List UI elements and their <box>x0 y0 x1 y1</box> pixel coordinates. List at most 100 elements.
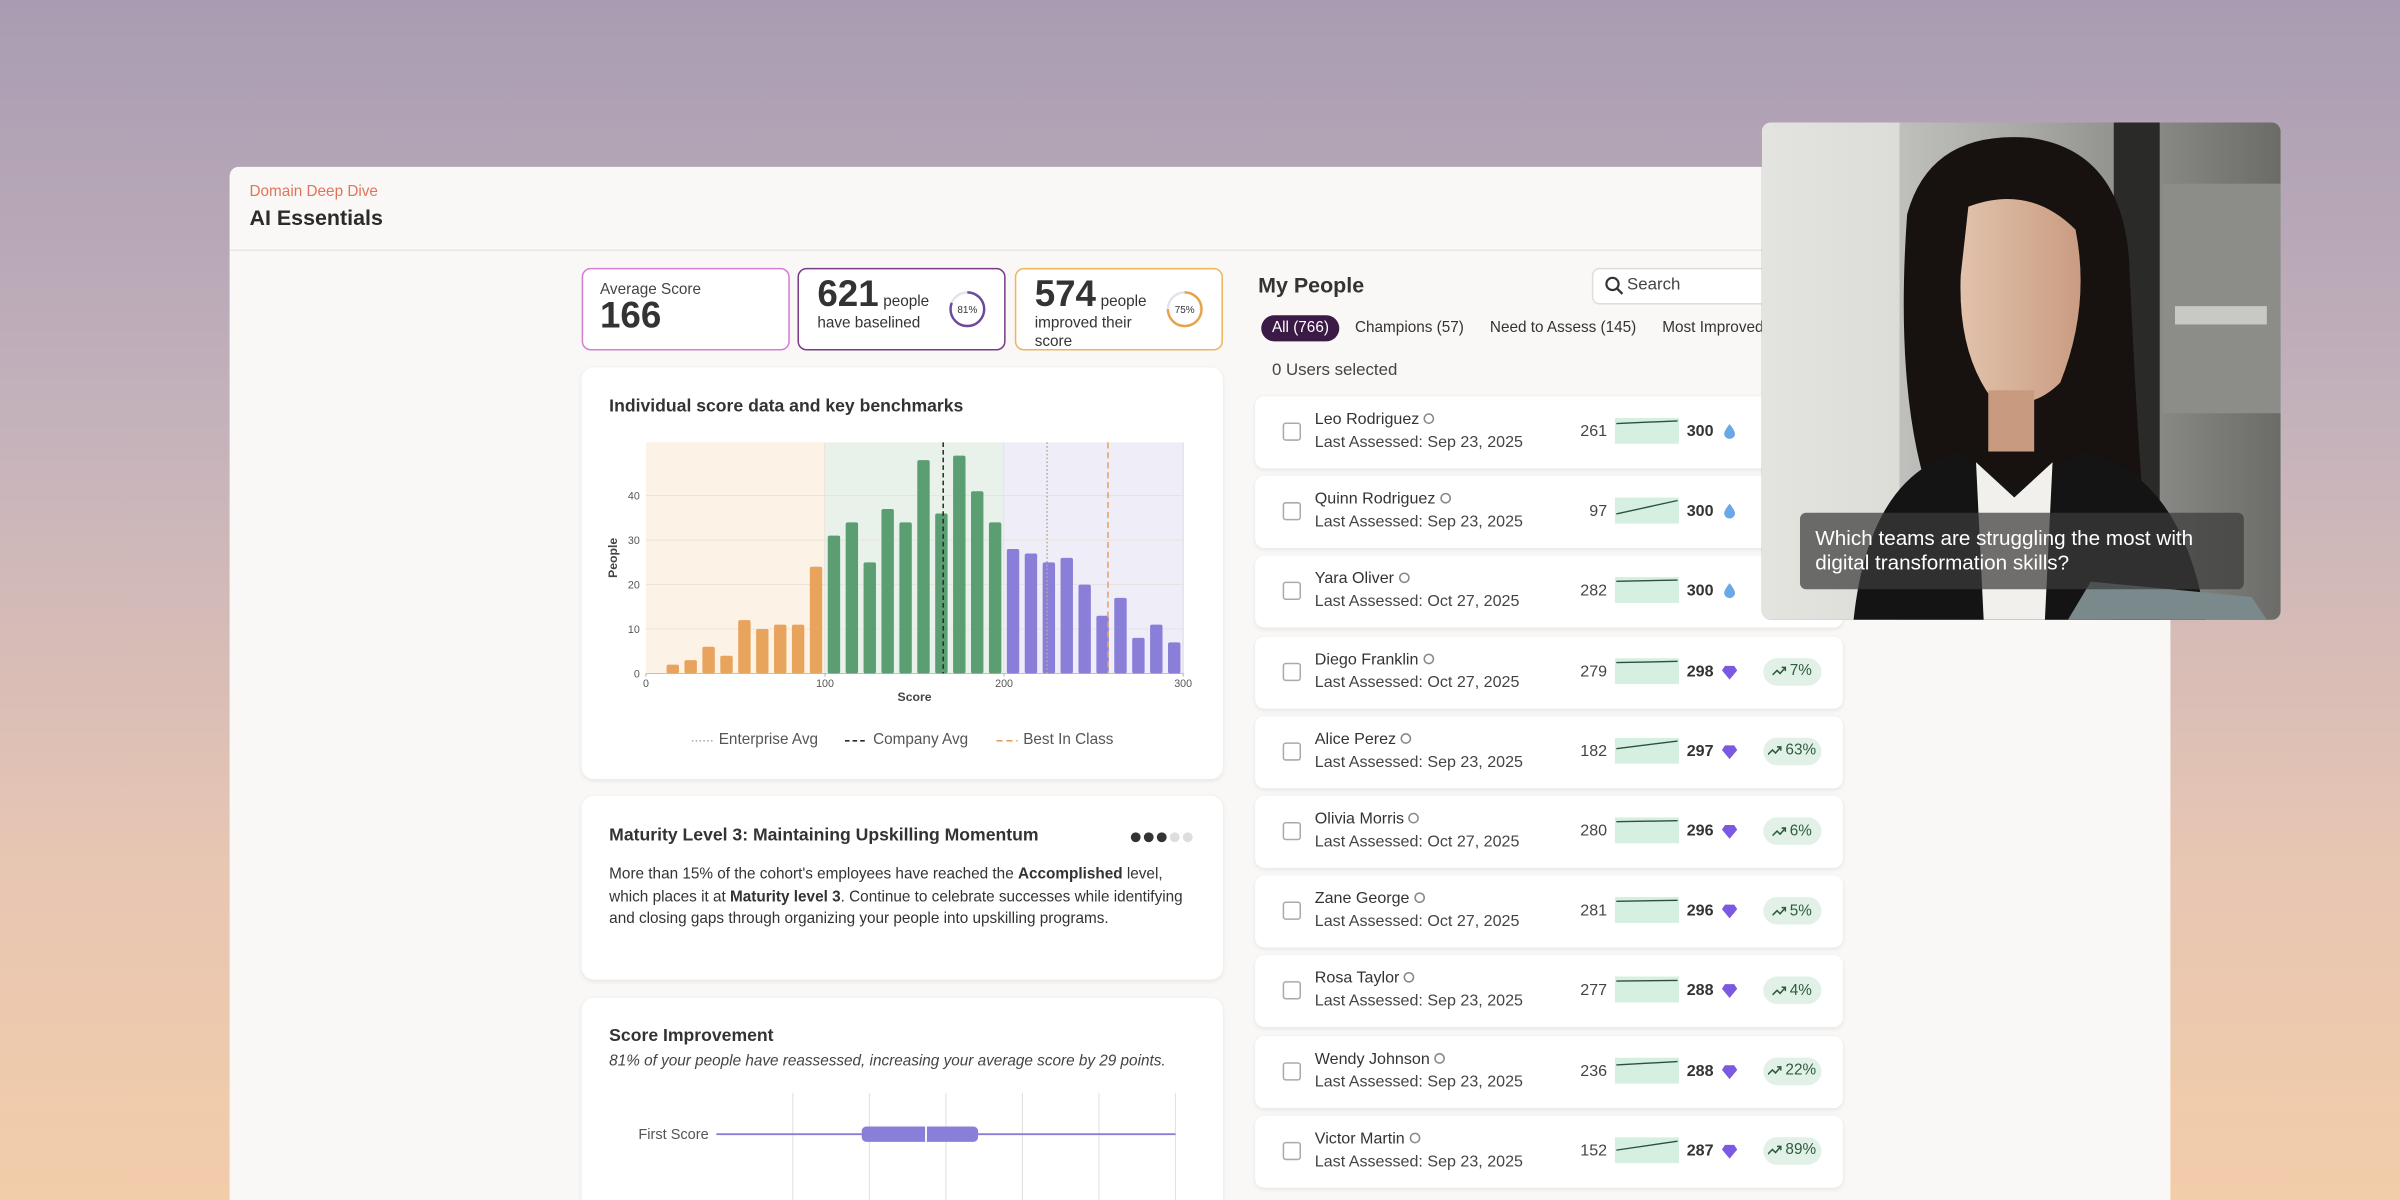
selection-count: 0 Users selected <box>1271 361 1398 380</box>
badge <box>1721 745 1738 759</box>
y-tick-label: 0 <box>634 668 640 680</box>
stat-value: 166 <box>599 295 662 337</box>
trend-arrow <box>1768 746 1783 756</box>
x-tick-label: 200 <box>995 678 1013 690</box>
drop-icon <box>1724 503 1736 519</box>
badge <box>1724 503 1736 519</box>
trend-icon <box>1772 666 1787 676</box>
person-name: Wendy Johnson <box>1315 1049 1445 1067</box>
histogram: 0 10 20 30 40 0 100 200 300 Score People <box>606 442 1192 704</box>
tab[interactable]: All (766) <box>1261 315 1340 342</box>
trend-arrow <box>1772 666 1787 676</box>
score: 287 <box>1686 1141 1714 1160</box>
change-pill: 22% <box>1763 1057 1822 1085</box>
bar <box>881 509 894 674</box>
first-score: 97 <box>1589 502 1608 521</box>
first-score: 280 <box>1580 821 1608 841</box>
checkbox[interactable] <box>1282 742 1302 761</box>
bar <box>1150 624 1163 674</box>
first-score: 152 <box>1580 1141 1608 1160</box>
spark-bg <box>1614 1136 1680 1163</box>
tab[interactable]: Champions (57) <box>1354 319 1464 337</box>
person-row: Diego Franklin Last Assessed: Oct 27, 202… <box>1255 636 1843 709</box>
drop-icon <box>1724 423 1736 439</box>
checkbox[interactable] <box>1282 662 1302 681</box>
trend-icon <box>1772 906 1787 916</box>
trend-arrow <box>1772 826 1787 836</box>
bar <box>791 624 805 674</box>
bar <box>809 566 823 674</box>
bar <box>1168 642 1181 674</box>
badge <box>1721 824 1738 839</box>
legend-label: Best In Class <box>1023 731 1114 749</box>
maturity-dot <box>1143 832 1154 843</box>
stat-value: 621 <box>817 273 879 316</box>
tab[interactable]: Most Improved <box>1662 319 1764 337</box>
eyebrow: Domain Deep Dive <box>249 183 378 201</box>
tab[interactable]: Need to Assess (145) <box>1489 319 1637 337</box>
ring-arc <box>949 291 986 328</box>
bar <box>1078 584 1091 674</box>
box-label: First Score <box>638 1127 708 1143</box>
trend-icon <box>1768 746 1783 756</box>
checkbox[interactable] <box>1282 981 1302 1001</box>
person-row: Quinn Rodriguez Last Assessed: Sep 23, 20… <box>1255 476 1843 549</box>
person-row: Alice Perez Last Assessed: Sep 23, 2025 18… <box>1255 716 1843 788</box>
checkbox[interactable] <box>1282 901 1302 921</box>
person-row: Olivia Morris Last Assessed: Oct 27, 2025… <box>1255 795 1843 868</box>
checkbox[interactable] <box>1282 1061 1302 1080</box>
badge <box>1721 665 1738 679</box>
legend-swatch <box>691 739 713 741</box>
card-subtitle: 81% of your people have reassessed, incr… <box>609 1053 1166 1070</box>
person-name: Alice Perez <box>1315 730 1412 748</box>
text: level, which places it at <box>609 866 1163 906</box>
badge <box>1724 423 1736 439</box>
search-placeholder: Search <box>1627 275 1681 294</box>
bar <box>702 646 715 674</box>
y-tick-label: 30 <box>628 535 640 547</box>
trend-icon <box>1768 1146 1783 1156</box>
trend-arrow <box>1772 986 1787 996</box>
trend-arrow <box>1772 906 1787 916</box>
person-row: Yara Oliver Last Assessed: Oct 27, 2025 28… <box>1255 556 1843 629</box>
page-title: AI Essentials <box>249 205 383 230</box>
score: 297 <box>1686 742 1714 761</box>
ring-arc <box>1166 291 1203 328</box>
bar <box>774 624 787 674</box>
box <box>861 1126 979 1142</box>
text: . Continue to celebrate successes while … <box>609 888 1183 928</box>
spark-line <box>1616 500 1678 515</box>
legend-label: Enterprise Avg <box>718 731 818 749</box>
person-row: Wendy Johnson Last Assessed: Sep 23, 2025… <box>1255 1035 1843 1108</box>
change-value: 4% <box>1789 982 1812 1000</box>
stat-card: 574 people improved their score 75% <box>1014 267 1223 351</box>
checkbox[interactable] <box>1282 821 1302 841</box>
legend: Enterprise Avg Company Avg Best In Class <box>582 731 1223 749</box>
checkbox[interactable] <box>1282 422 1302 441</box>
trend-icon <box>1768 1066 1783 1076</box>
sparkline <box>1614 497 1680 524</box>
progress-ring: 81% <box>949 291 986 328</box>
stat-text: 621 people have baselined <box>817 273 949 332</box>
change-pill: 5% <box>1763 897 1822 925</box>
score: 300 <box>1686 582 1714 601</box>
gem-icon <box>1721 1064 1738 1079</box>
bar <box>863 562 876 674</box>
legend-swatch <box>995 739 1018 741</box>
first-score: 279 <box>1580 662 1608 681</box>
checkbox[interactable] <box>1282 1141 1302 1160</box>
checkbox[interactable] <box>1282 502 1302 521</box>
card-title: Individual score data and key benchmarks <box>609 397 964 417</box>
gem-icon <box>1721 665 1738 679</box>
legend-swatch <box>845 739 867 741</box>
gem-icon <box>1721 745 1738 759</box>
person-name: Olivia Morris <box>1315 810 1420 828</box>
ring-label: 81% <box>957 305 977 316</box>
sparkline <box>1614 417 1680 444</box>
spark-line <box>1616 899 1678 903</box>
spark-line <box>1616 980 1678 983</box>
bar <box>988 522 1002 674</box>
checkbox[interactable] <box>1282 582 1302 601</box>
person-row: Rosa Taylor Last Assessed: Sep 23, 2025 27… <box>1255 955 1843 1028</box>
maturity-dot <box>1182 832 1193 843</box>
